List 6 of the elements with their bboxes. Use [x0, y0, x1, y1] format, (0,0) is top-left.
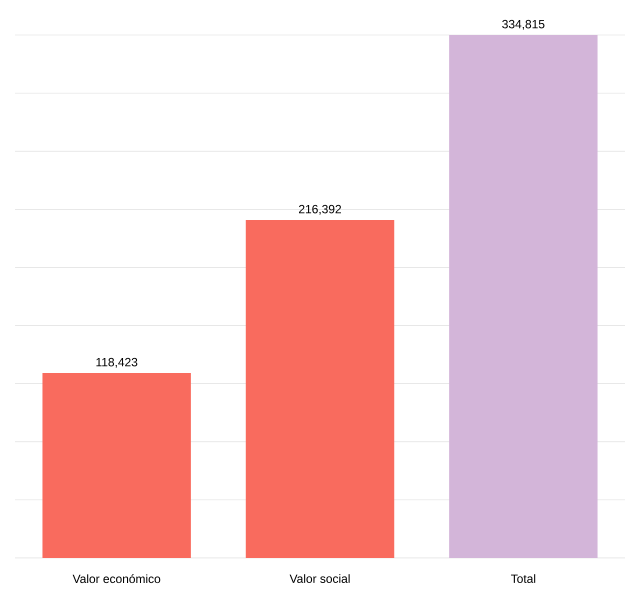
x-tick-label: Total	[510, 574, 536, 583]
x-tick-label: Valor social	[290, 574, 350, 583]
x-tick-label: Valor económico	[72, 574, 160, 584]
data-label: 118,423	[96, 358, 138, 368]
data-label: 216,392	[298, 204, 342, 215]
data-label: 334,815	[502, 20, 544, 30]
